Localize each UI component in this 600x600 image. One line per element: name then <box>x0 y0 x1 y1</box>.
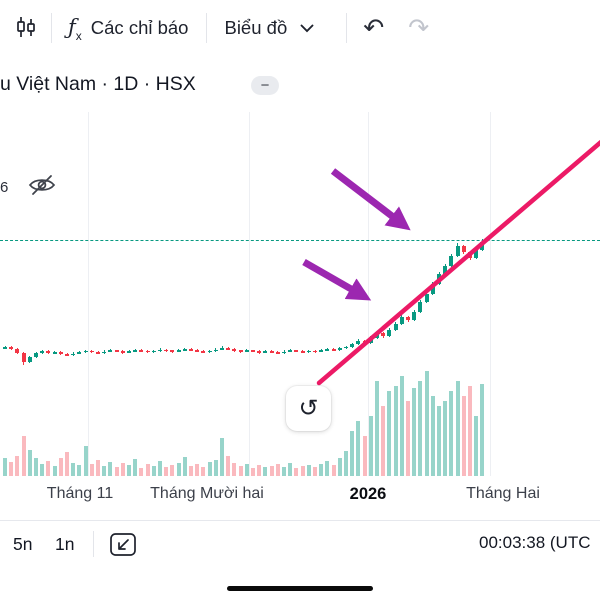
interval-1n-button[interactable]: 1n <box>55 521 74 567</box>
interval-5n-button[interactable]: 5n <box>13 521 32 567</box>
x-axis-label: Tháng Hai <box>466 485 540 502</box>
chevron-down-icon <box>300 24 314 32</box>
function-icon: ƒx <box>68 15 82 43</box>
symbol-title[interactable]: u Việt Nam · 1D · HSX <box>0 73 196 95</box>
toolbar-divider <box>206 13 208 43</box>
x-axis[interactable]: Tháng 11 Tháng Mười hai 2026 Tháng Hai <box>0 480 600 504</box>
redo-button[interactable]: ↷ <box>408 13 429 43</box>
go-to-date-button[interactable] <box>108 530 138 561</box>
x-axis-label-year: 2026 <box>349 485 387 503</box>
chart-style-button[interactable] <box>13 15 39 41</box>
bottom-toolbar-divider <box>93 531 94 557</box>
session-clock[interactable]: 00:03:38 (UTC <box>479 533 591 552</box>
undo-icon: ↶ <box>363 14 385 42</box>
chart-menu-label: Biểu đồ <box>224 17 288 38</box>
calendar-go-to-date-icon <box>110 533 136 556</box>
legend-clipped-text: 6 <box>0 179 9 196</box>
price-dotted-line <box>0 239 600 241</box>
top-toolbar: ƒx Các chỉ báo Biểu đồ ↶ ↷ <box>0 0 600 56</box>
collapse-legend-button[interactable]: − <box>251 76 279 95</box>
candlestick-style-icon <box>17 17 35 37</box>
redo-icon: ↷ <box>408 14 430 42</box>
eye-off-icon <box>28 175 56 195</box>
minus-icon: − <box>260 77 270 94</box>
undo-button[interactable]: ↶ <box>363 13 384 43</box>
indicators-button[interactable]: ƒx Các chỉ báo <box>68 15 189 43</box>
x-axis-label: Tháng 11 <box>46 485 114 502</box>
chart-menu-button[interactable]: Biểu đồ <box>224 17 314 39</box>
bottom-toolbar: 5n 1n 00:03:38 (UTC <box>0 520 600 567</box>
toolbar-divider <box>51 13 52 43</box>
hide-series-button[interactable] <box>27 172 57 201</box>
reset-chart-button[interactable]: ↺ <box>286 386 331 431</box>
indicators-label: Các chỉ báo <box>90 17 189 38</box>
x-axis-label: Tháng Mười hai <box>150 485 264 502</box>
home-indicator <box>227 586 373 591</box>
toolbar-divider <box>346 13 348 43</box>
